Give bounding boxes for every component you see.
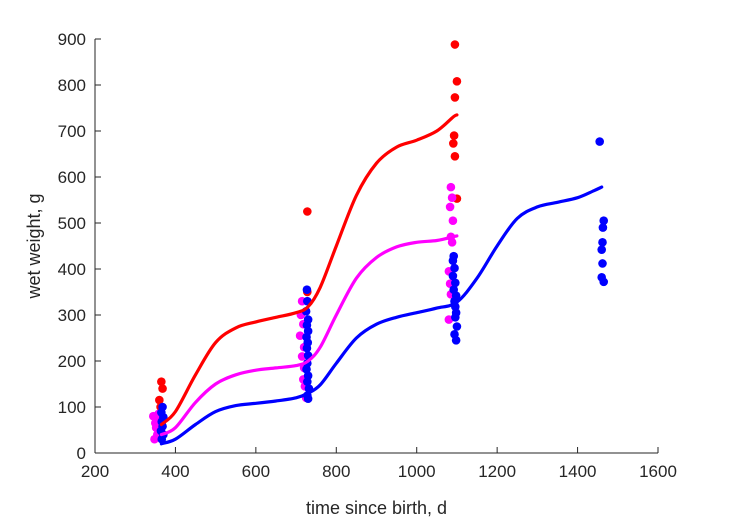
blue-data-point [451, 313, 460, 322]
magenta-data-point [447, 238, 457, 247]
red-data-point [449, 131, 459, 140]
blue-data-point [597, 245, 606, 254]
y-tick-label: 100 [58, 398, 86, 417]
magenta-data-point [448, 216, 458, 225]
y-tick-label: 200 [58, 352, 86, 371]
blue-data-point [157, 434, 167, 444]
blue-data-point [448, 271, 458, 281]
x-tick-label: 1400 [559, 462, 597, 481]
blue-data-point [450, 263, 459, 273]
x-axis-label: time since birth, d [306, 498, 447, 518]
x-tick-label: 1600 [639, 462, 677, 481]
red-data-point [450, 40, 460, 49]
blue-data-point [598, 238, 607, 247]
y-tick-label: 900 [58, 30, 86, 49]
red-data-point [157, 377, 166, 387]
y-tick-label: 400 [58, 260, 86, 279]
red-data-point [155, 395, 164, 405]
blue-data-point [452, 322, 462, 331]
blue-data-point [451, 278, 460, 288]
magenta-data-point [447, 193, 457, 202]
x-tick-label: 1000 [398, 462, 436, 481]
blue-data-point [451, 336, 461, 345]
magenta-data-point [445, 202, 455, 212]
blue-data-point [448, 256, 458, 266]
blue-data-point [599, 277, 609, 287]
x-tick-label: 800 [322, 462, 350, 481]
axes: 200 400 600 800 1000 1200 1400 1600 0 100 200 300 40… [58, 30, 677, 481]
y-tick-label: 700 [58, 122, 86, 141]
blue-data-point [303, 377, 312, 387]
x-tick-label: 400 [161, 462, 189, 481]
y-tick-label: 600 [58, 168, 86, 187]
x-tick-label: 600 [242, 462, 270, 481]
blue-data-point [302, 364, 311, 374]
red-data-point [452, 77, 462, 86]
y-tick-label: 0 [77, 444, 86, 463]
y-tick-label: 500 [58, 214, 86, 233]
blue-data-point [302, 343, 312, 353]
blue-data-point [598, 223, 608, 232]
blue-data-point [595, 137, 604, 146]
x-tick-label: 200 [81, 462, 109, 481]
blue-data-point [599, 216, 609, 225]
red-data-point [449, 139, 458, 148]
red-data-point [303, 207, 312, 216]
red-data-point [450, 93, 460, 102]
blue-data-point [303, 394, 313, 404]
y-axis-label: wet weight, g [24, 193, 44, 299]
red-data-point [158, 384, 167, 393]
blue-data-point [598, 259, 607, 268]
x-tick-label: 1200 [478, 462, 516, 481]
magenta-data-point [295, 331, 305, 341]
red-data-point [450, 152, 460, 161]
y-tick-label: 800 [58, 76, 86, 95]
plot-area [149, 40, 609, 446]
y-tick-label: 300 [58, 306, 86, 325]
blue-data-point [302, 285, 312, 295]
blue-fit-curve [159, 185, 604, 446]
magenta-data-point [446, 182, 456, 192]
red-fit-curve [159, 113, 459, 427]
magenta-fit-curve [159, 234, 459, 437]
